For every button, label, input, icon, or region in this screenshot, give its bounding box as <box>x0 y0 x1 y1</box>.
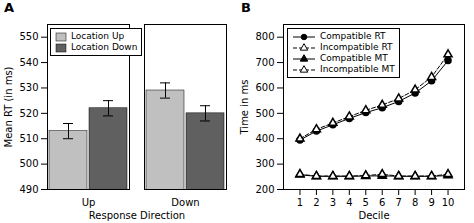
svg-text:520: 520 <box>19 108 38 119</box>
svg-text:Down: Down <box>171 197 199 208</box>
svg-text:400: 400 <box>255 133 274 144</box>
svg-text:2: 2 <box>313 197 319 208</box>
svg-text:7: 7 <box>395 197 401 208</box>
html-text:B: B <box>241 0 251 15</box>
svg-text:8: 8 <box>412 197 418 208</box>
svg-text:4: 4 <box>346 197 352 208</box>
svg-text:1: 1 <box>297 197 303 208</box>
html-text:Compatible RT: Compatible RT <box>320 31 386 41</box>
svg-text:Up: Up <box>82 197 96 208</box>
svg-text:Time in ms: Time in ms <box>239 80 250 136</box>
svg-text:6: 6 <box>379 197 385 208</box>
html-text:Incompatible MT: Incompatible MT <box>320 64 395 74</box>
svg-text:300: 300 <box>255 158 274 169</box>
html-text:Location Down: Location Down <box>71 42 138 52</box>
svg-text:Decile: Decile <box>358 210 389 221</box>
svg-text:700: 700 <box>255 57 274 68</box>
svg-text:Mean RT (in ms): Mean RT (in ms) <box>3 66 14 147</box>
html-text:Compatible MT: Compatible MT <box>320 53 388 63</box>
svg-text:500: 500 <box>19 158 38 169</box>
svg-text:500: 500 <box>255 108 274 119</box>
html-text:Incompatible RT: Incompatible RT <box>320 42 393 52</box>
html-text:A: A <box>4 0 15 15</box>
svg-text:530: 530 <box>19 82 38 93</box>
svg-text:490: 490 <box>19 184 38 195</box>
svg-text:200: 200 <box>255 184 274 195</box>
svg-text:Response Direction: Response Direction <box>89 210 185 221</box>
svg-text:3: 3 <box>330 197 336 208</box>
svg-text:800: 800 <box>255 31 274 42</box>
svg-text:600: 600 <box>255 82 274 93</box>
html-text:Location Up: Location Up <box>71 31 125 41</box>
svg-text:510: 510 <box>19 133 38 144</box>
svg-text:10: 10 <box>442 197 455 208</box>
svg-text:5: 5 <box>363 197 369 208</box>
svg-text:9: 9 <box>428 197 434 208</box>
svg-text:550: 550 <box>19 31 38 42</box>
svg-text:540: 540 <box>19 57 38 68</box>
